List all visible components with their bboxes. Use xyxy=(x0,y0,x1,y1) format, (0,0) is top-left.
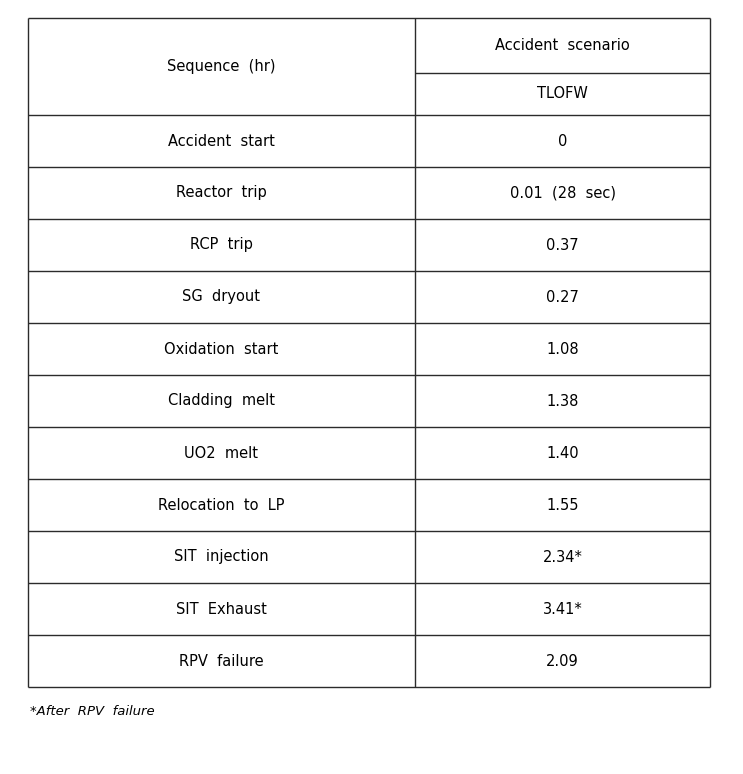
Text: 2.09: 2.09 xyxy=(546,653,579,669)
Text: Oxidation  start: Oxidation start xyxy=(164,341,279,357)
Text: 1.38: 1.38 xyxy=(546,393,579,409)
Text: 1.55: 1.55 xyxy=(546,498,579,512)
Text: 3.41*: 3.41* xyxy=(542,601,583,617)
Text: 0.27: 0.27 xyxy=(546,289,579,304)
Text: 0.37: 0.37 xyxy=(546,238,579,252)
Text: 0: 0 xyxy=(558,133,567,149)
Text: UO2  melt: UO2 melt xyxy=(184,446,259,461)
Text: 1.40: 1.40 xyxy=(546,446,579,461)
Text: Accident  start: Accident start xyxy=(168,133,275,149)
Text: 0.01  (28  sec): 0.01 (28 sec) xyxy=(510,186,615,200)
Text: 1.08: 1.08 xyxy=(546,341,579,357)
Text: Accident  scenario: Accident scenario xyxy=(495,38,630,53)
Text: Sequence  (hr): Sequence (hr) xyxy=(167,59,276,74)
Text: Cladding  melt: Cladding melt xyxy=(168,393,275,409)
Text: *After  RPV  failure: *After RPV failure xyxy=(30,705,155,718)
Text: Reactor  trip: Reactor trip xyxy=(176,186,267,200)
Text: RCP  trip: RCP trip xyxy=(190,238,253,252)
Text: Relocation  to  LP: Relocation to LP xyxy=(158,498,285,512)
Text: 2.34*: 2.34* xyxy=(542,550,583,564)
Text: TLOFW: TLOFW xyxy=(537,87,588,101)
Text: RPV  failure: RPV failure xyxy=(179,653,264,669)
Text: SG  dryout: SG dryout xyxy=(183,289,261,304)
Text: SIT  Exhaust: SIT Exhaust xyxy=(176,601,267,617)
Text: SIT  injection: SIT injection xyxy=(174,550,269,564)
